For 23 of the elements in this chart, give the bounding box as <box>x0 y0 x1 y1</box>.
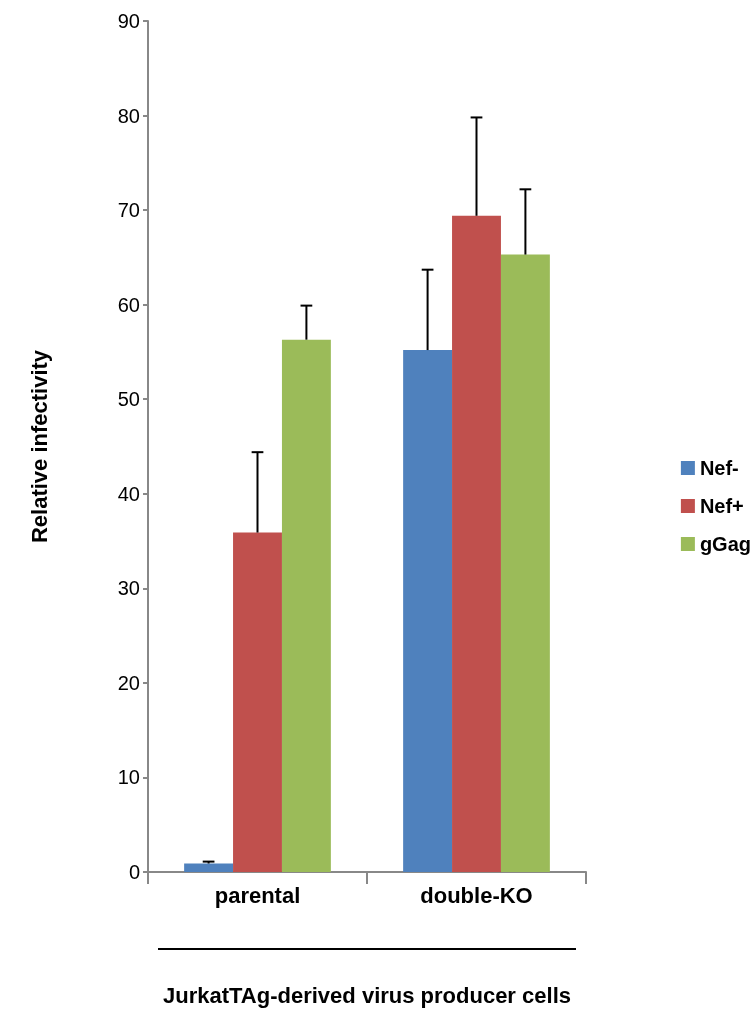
y-tick-label: 50 <box>117 388 140 411</box>
bar <box>184 863 234 872</box>
y-tick-label: 30 <box>117 577 140 600</box>
y-tick-label: 10 <box>117 766 140 789</box>
bar <box>500 254 550 872</box>
legend-label: Nef- <box>699 457 739 479</box>
y-axis-title: Relative infectivity <box>26 349 52 544</box>
bar <box>281 339 331 872</box>
bar <box>233 532 282 872</box>
y-tick-label: 80 <box>117 104 140 127</box>
legend-label: Nef+ <box>699 495 744 517</box>
x-tick-label: parental <box>214 882 301 908</box>
x-tick-label: double-KO <box>420 882 533 908</box>
y-tick-label: 70 <box>117 199 140 222</box>
y-tick-label: 90 <box>117 10 140 32</box>
x-axis-title: JurkatTAg-derived virus producer cells <box>163 982 571 1008</box>
y-tick-label: 60 <box>117 293 140 316</box>
legend-label: gGag <box>699 533 752 555</box>
bar <box>403 350 453 872</box>
bar <box>452 215 501 872</box>
y-tick-label: 20 <box>117 671 140 694</box>
y-tick-label: 40 <box>117 482 140 505</box>
y-tick-label: 0 <box>128 861 140 883</box>
